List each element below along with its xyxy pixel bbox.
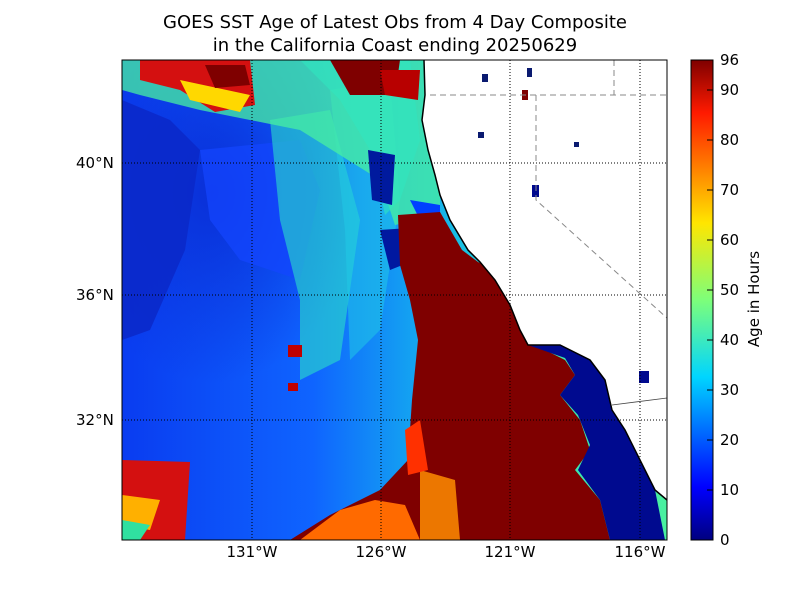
x-tick-label: 131°W	[226, 543, 278, 561]
map-frame	[121, 59, 668, 541]
colorbar-tick-label: 30	[720, 381, 740, 399]
colorbar-tick-label: 96	[720, 51, 740, 69]
colorbar-tick-label: 0	[720, 531, 730, 549]
colorbar-tick-label: 70	[720, 181, 740, 199]
colorbar-tick-label: 80	[720, 131, 740, 149]
colorbar-tick-label: 60	[720, 231, 740, 249]
y-tick-label: 36°N	[76, 286, 114, 304]
colorbar-ticks	[707, 89, 713, 541]
colorbar-label: Age in Hours	[745, 250, 763, 348]
graticule	[122, 60, 667, 540]
x-tick-label: 121°W	[484, 543, 536, 561]
colorbar-tick-label: 20	[720, 431, 740, 449]
colorbar-tick-label: 10	[720, 481, 740, 499]
colorbar-tick-label: 90	[720, 81, 740, 99]
x-tick-label: 126°W	[355, 543, 407, 561]
colorbar-tick-label: 50	[720, 281, 740, 299]
colorbar	[690, 59, 714, 541]
map-image	[122, 60, 667, 540]
colorbar-tick-label: 40	[720, 331, 740, 349]
y-tick-label: 32°N	[76, 411, 114, 429]
map-title-line-2: in the California Coast ending 20250629	[212, 35, 578, 56]
map-title-line-1: GOES SST Age of Latest Obs from 4 Day Co…	[163, 12, 627, 33]
x-tick-label: 116°W	[614, 543, 666, 561]
y-tick-label: 40°N	[76, 154, 114, 172]
